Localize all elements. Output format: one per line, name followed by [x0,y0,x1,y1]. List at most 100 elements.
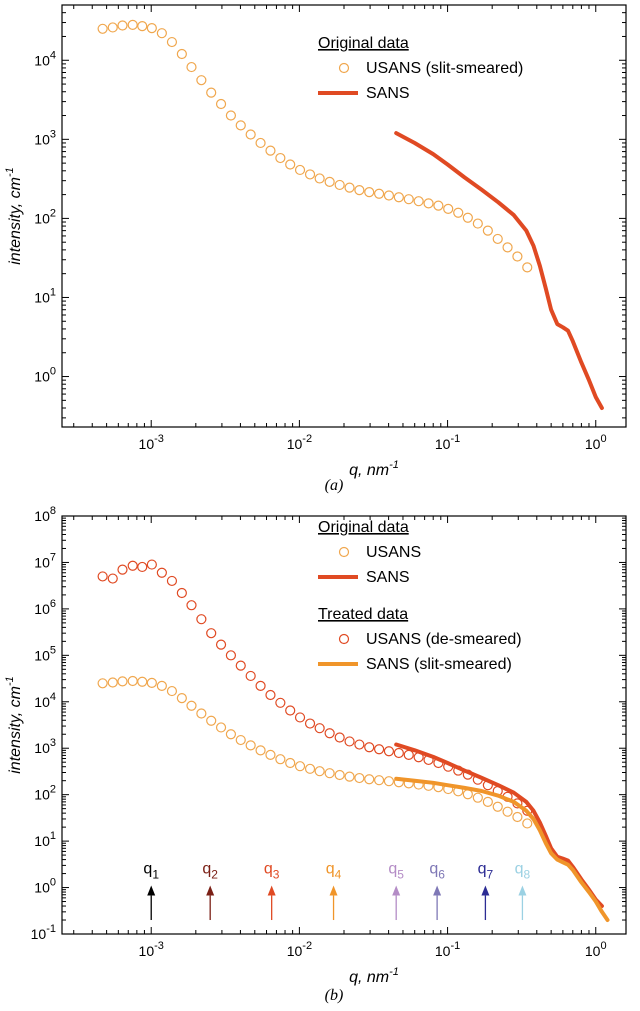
x-tick-label: 10-1 [435,940,460,959]
data-point [285,159,296,170]
data-point [423,198,434,209]
q-marker-label: q6 [429,861,445,882]
data-point [373,775,385,786]
q-marker-label: q8 [515,861,531,882]
data-point [265,145,276,156]
data-point [413,196,424,207]
x-tick-label: 10-1 [435,433,460,452]
data-point [324,768,335,779]
data-point [344,771,355,782]
q-marker-arrowhead [206,885,215,896]
data-point [304,169,316,180]
data-point [196,708,207,719]
y-tick-label: 102 [34,207,56,226]
data-point [393,747,404,759]
y-tick-label: 101 [34,830,56,849]
y-tick-label: 104 [34,49,56,68]
data-point [354,184,365,196]
data-point [146,23,157,34]
data-point [186,700,197,711]
y-tick-label: 100 [34,366,56,385]
data-point [334,179,345,191]
data-point [97,678,108,689]
series-usans [97,675,533,829]
x-tick-label: 100 [585,940,607,959]
q-marker-arrowhead [329,885,338,896]
q-marker-arrowhead [267,885,276,896]
data-point [492,233,503,245]
data-point [127,19,138,31]
chart-panel-a: 10-3 10-2 10-1 100 100 101 102 103 104 q, nm-1 int… [4,4,627,494]
data-point [156,680,167,691]
data-point [462,789,473,800]
data-point [245,740,256,751]
q-marker-label: q2 [202,861,218,882]
data-point [176,48,187,60]
data-point [393,192,404,203]
data-point [245,670,256,682]
data-point [206,628,217,639]
data-point [196,75,207,86]
data-point [294,164,306,176]
data-point [403,194,414,205]
series-sans-line [394,742,604,908]
data-point [285,757,296,769]
plot-frame [61,4,627,428]
x-tick-label: 10-2 [287,940,312,959]
data-point [196,614,207,625]
series-sans-line [394,131,604,410]
y-tick-label: 105 [34,644,56,663]
data-point [324,176,335,187]
y-tick-label: 106 [34,598,56,617]
data-point [294,761,306,772]
data-point [215,722,227,733]
data-point [245,129,256,140]
data-point [156,567,167,578]
data-point [443,203,454,214]
data-point [364,187,375,198]
data-point [354,739,365,750]
data-point [275,754,286,765]
data-point [137,21,148,32]
data-point [482,225,493,236]
series-usans-slit-smeared- [97,19,533,273]
data-point [127,560,138,571]
data-point [275,152,286,164]
data-point [334,732,345,743]
data-point [225,729,237,740]
data-point [314,766,325,777]
data-point [502,242,513,253]
data-point [373,744,385,755]
data-point [117,20,128,31]
data-point [255,745,266,756]
q-marker-arrowhead [433,885,442,896]
data-point [215,639,227,650]
panel-label: (a) [325,477,344,494]
data-point [186,61,197,73]
data-point [107,573,118,584]
data-point [265,749,276,760]
series-usans-de-smeared- [97,559,533,816]
data-point [166,36,178,48]
data-point [225,650,237,661]
data-point [215,98,227,110]
data-point [334,769,345,781]
data-point [304,718,316,729]
data-point [373,188,385,199]
data-point [117,676,128,687]
data-point [225,110,237,121]
data-point [512,811,523,823]
data-point [107,677,118,688]
data-point [206,87,217,98]
data-point [344,182,355,193]
data-point [166,575,178,587]
data-point [97,571,108,582]
q-marker-label: q5 [388,861,404,882]
y-axis-label: intensity, cm-1 [4,676,24,774]
q-marker-label: q1 [143,861,159,882]
legend-heading: Original data [318,35,409,52]
data-point [324,728,335,739]
data-point [453,207,464,218]
x-tick-label: 100 [585,433,607,452]
data-point [97,23,108,34]
